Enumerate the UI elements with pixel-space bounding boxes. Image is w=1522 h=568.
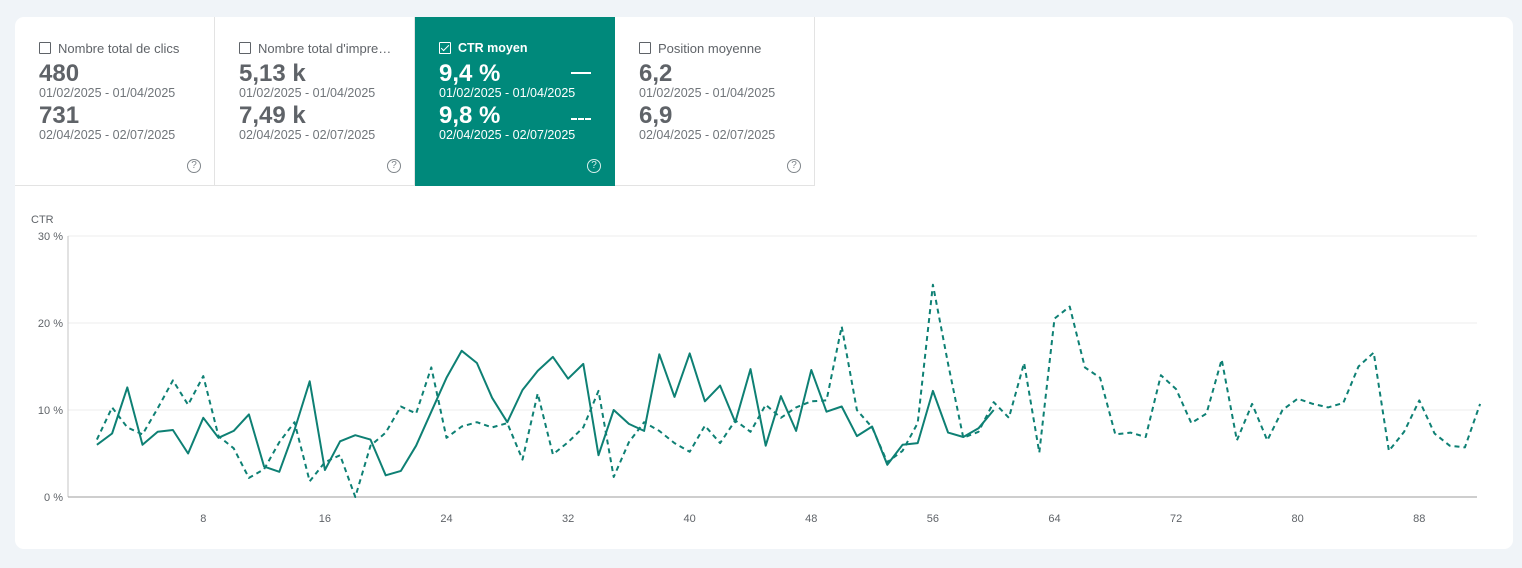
metric-label: Nombre total d'impre…: [258, 40, 392, 56]
x-tick-label: 32: [562, 513, 574, 525]
metric-range-period-1: 01/02/2025 - 01/04/2025: [239, 86, 376, 100]
metric-card-header: Position moyenne: [639, 40, 814, 56]
y-tick-label: 20 %: [38, 318, 63, 330]
metric-label: CTR moyen: [458, 41, 528, 55]
x-tick-label: 88: [1413, 513, 1425, 525]
metric-card-ctr[interactable]: CTR moyen 9,4 % 01/02/2025 - 01/04/2025 …: [415, 17, 615, 186]
y-tick-label: 10 %: [38, 405, 63, 417]
dashed-line-legend-icon: [571, 118, 591, 120]
ctr-line-chart[interactable]: CTR 0 % 10 % 20 % 30 % 8 16 24 32 40 48 56 64 72 80 88: [15, 17, 1513, 549]
metric-range-period-2: 02/04/2025 - 02/07/2025: [639, 128, 776, 142]
help-icon[interactable]: ?: [187, 159, 201, 173]
checkbox-icon[interactable]: [639, 42, 651, 54]
series-line-period-1: [96, 349, 995, 477]
metric-range-period-2: 02/04/2025 - 02/07/2025: [239, 128, 376, 142]
metric-label: Nombre total de clics: [58, 40, 180, 56]
help-icon[interactable]: ?: [587, 159, 601, 173]
metric-value-period-1: 480: [39, 60, 80, 87]
metric-value-period-2: 6,9: [639, 102, 673, 129]
x-tick-label: 24: [440, 513, 452, 525]
y-tick-label: 0 %: [44, 492, 63, 504]
metric-value-period-2: 7,49 k: [239, 102, 306, 129]
x-tick-label: 72: [1170, 513, 1182, 525]
y-tick-label: 30 %: [38, 231, 63, 243]
metric-range-period-2: 02/04/2025 - 02/07/2025: [439, 128, 576, 142]
metric-card-header: CTR moyen: [439, 40, 614, 56]
metric-card-position[interactable]: Position moyenne 6,2 01/02/2025 - 01/04/…: [615, 17, 815, 186]
x-tick-label: 8: [200, 513, 206, 525]
x-tick-label: 40: [684, 513, 696, 525]
metric-value-period-2: 731: [39, 102, 80, 129]
help-icon[interactable]: ?: [387, 159, 401, 173]
metric-range-period-1: 01/02/2025 - 01/04/2025: [439, 86, 576, 100]
help-icon[interactable]: ?: [787, 159, 801, 173]
checkbox-icon[interactable]: [239, 42, 251, 54]
metric-card-header: Nombre total de clics: [39, 40, 214, 56]
x-tick-label: 64: [1048, 513, 1060, 525]
metric-range-period-2: 02/04/2025 - 02/07/2025: [39, 128, 176, 142]
metric-range-period-1: 01/02/2025 - 01/04/2025: [39, 86, 176, 100]
metric-value-period-2: 9,8 %: [439, 102, 501, 129]
metric-value-period-1: 9,4 %: [439, 60, 501, 87]
checkbox-icon[interactable]: [39, 42, 51, 54]
metric-card-impressions[interactable]: Nombre total d'impre… 5,13 k 01/02/2025 …: [215, 17, 415, 186]
performance-panel: Nombre total de clics 480 01/02/2025 - 0…: [15, 17, 1513, 549]
metric-card-header: Nombre total d'impre…: [239, 40, 414, 56]
metric-card-clicks[interactable]: Nombre total de clics 480 01/02/2025 - 0…: [15, 17, 215, 186]
metric-cards: Nombre total de clics 480 01/02/2025 - 0…: [15, 17, 815, 186]
series-line-period-2: [95, 283, 1482, 498]
metric-value-period-1: 6,2: [639, 60, 673, 87]
solid-line-legend-icon: [571, 72, 591, 74]
y-axis-label: CTR: [31, 214, 54, 226]
metric-value-period-1: 5,13 k: [239, 60, 306, 87]
x-tick-label: 16: [319, 513, 331, 525]
x-tick-label: 80: [1292, 513, 1304, 525]
metric-label: Position moyenne: [658, 40, 762, 56]
metric-range-period-1: 01/02/2025 - 01/04/2025: [639, 86, 776, 100]
x-tick-label: 48: [805, 513, 817, 525]
x-tick-label: 56: [927, 513, 939, 525]
checkbox-checked-icon[interactable]: [439, 42, 451, 54]
